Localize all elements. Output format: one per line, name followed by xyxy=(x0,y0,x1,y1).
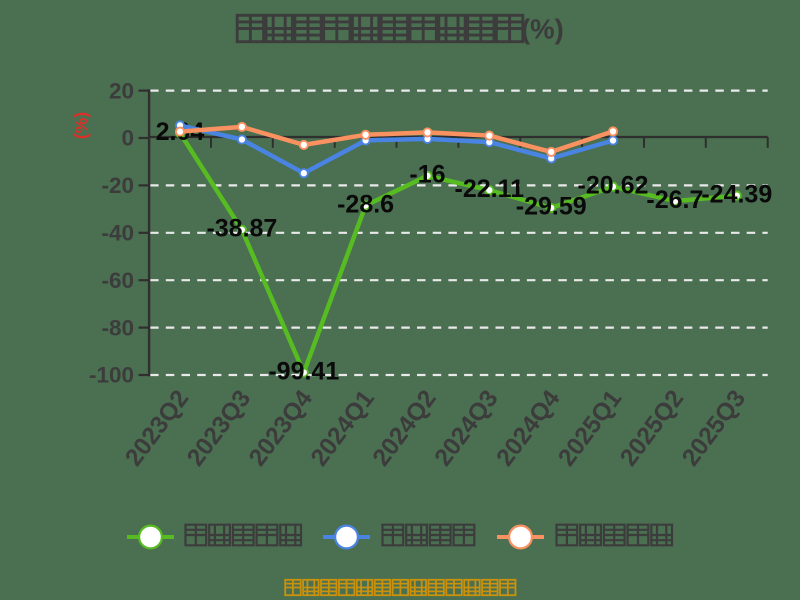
svg-text:-26.7: -26.7 xyxy=(646,186,703,214)
svg-text:(%): (%) xyxy=(71,112,91,139)
svg-text:-22.11: -22.11 xyxy=(455,175,525,203)
svg-text:-20.62: -20.62 xyxy=(578,172,649,200)
svg-text:-100: -100 xyxy=(89,363,134,388)
svg-text:-80: -80 xyxy=(101,315,134,340)
svg-text:-40: -40 xyxy=(101,221,134,246)
svg-text:(%): (%) xyxy=(521,14,564,45)
svg-text:20: 20 xyxy=(109,78,134,103)
svg-text:-24.39: -24.39 xyxy=(701,180,772,208)
svg-text:-99.41: -99.41 xyxy=(268,357,339,385)
svg-text:-20: -20 xyxy=(101,173,134,198)
svg-text:-60: -60 xyxy=(101,268,134,293)
svg-text:-29.59: -29.59 xyxy=(516,193,587,221)
svg-text:0: 0 xyxy=(121,126,134,151)
svg-text:-28.6: -28.6 xyxy=(337,190,394,218)
svg-text:-16: -16 xyxy=(409,161,445,189)
svg-text:-38.87: -38.87 xyxy=(206,215,277,243)
